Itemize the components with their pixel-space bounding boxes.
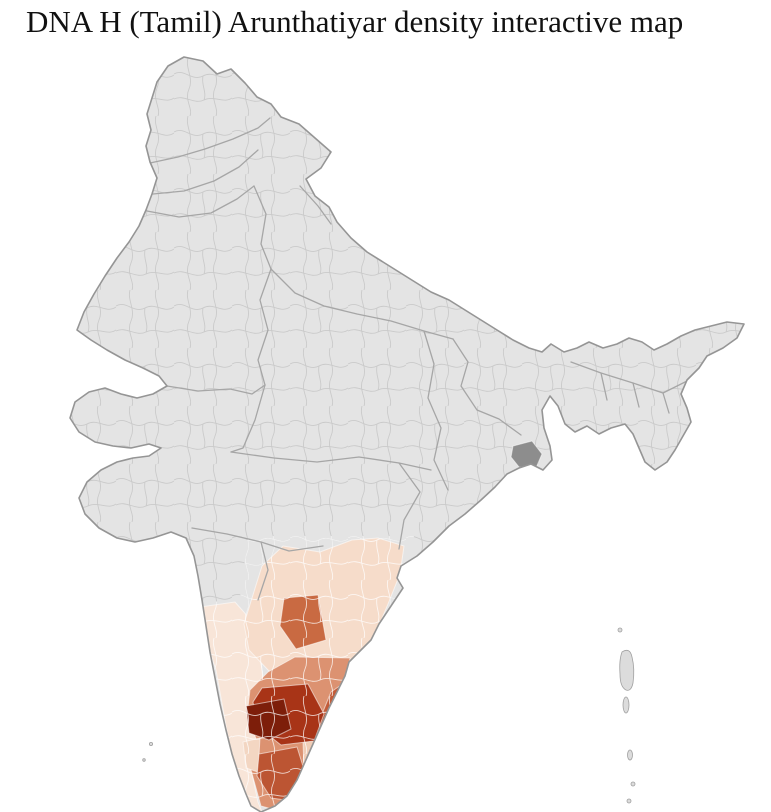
andaman-nicobar-islands[interactable] [617,627,636,804]
andaman-island [619,649,635,691]
state-border [166,384,266,395]
lakshadweep-islands[interactable] [142,742,153,762]
state-border [230,451,432,471]
state-border [600,372,670,414]
state-border [146,185,255,218]
district-borders-overlay [70,57,744,812]
india-outline [69,56,745,812]
state-border [253,185,272,270]
island [617,627,623,633]
state-border [398,462,421,550]
middle-andaman-island [622,696,630,714]
state-border [423,330,449,491]
island [142,758,146,762]
state-border [149,117,271,164]
state-borders [146,117,688,601]
nicobar-island [626,798,632,804]
state-border [152,149,259,195]
island [148,742,153,747]
state-border [257,541,269,601]
nicobar-island [630,781,636,787]
little-andaman-island [627,749,633,761]
state-border [452,338,522,436]
state-border [230,384,266,453]
state-border [257,268,272,386]
state-border [299,185,332,225]
page-title: DNA H (Tamil) Arunthatiyar density inter… [26,4,684,39]
